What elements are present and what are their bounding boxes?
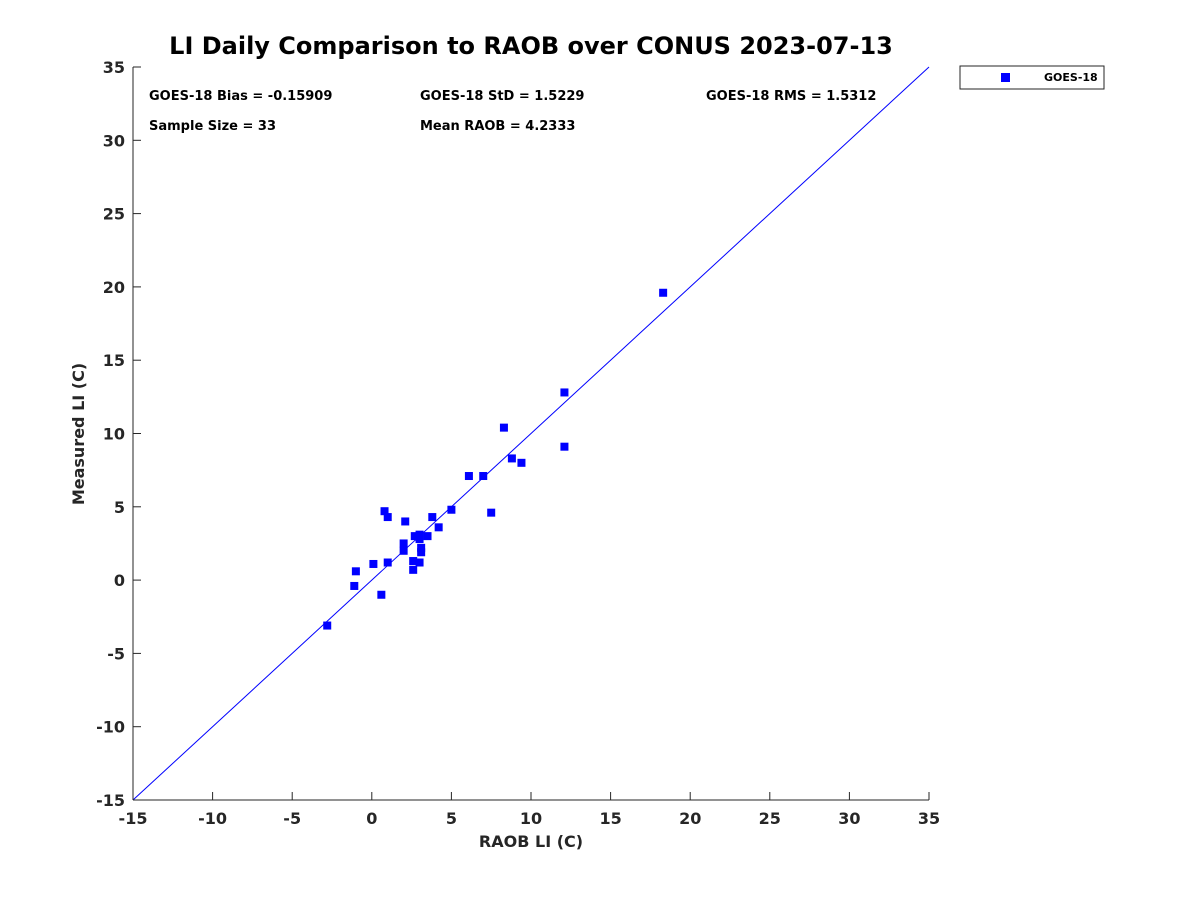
data-point bbox=[409, 565, 418, 574]
chart-title: LI Daily Comparison to RAOB over CONUS 2… bbox=[169, 32, 893, 60]
data-point bbox=[383, 513, 392, 522]
y-axis-title: Measured LI (C) bbox=[69, 363, 88, 505]
data-point bbox=[399, 539, 408, 548]
data-point bbox=[487, 508, 496, 517]
bias-annotation: GOES-18 Bias = -0.15909 bbox=[149, 89, 332, 104]
y-tick-label: 30 bbox=[103, 131, 125, 150]
y-ticks: -15 -10 -5 0 5 10 15 20 25 30 35 bbox=[96, 58, 141, 810]
data-point bbox=[507, 454, 516, 463]
x-tick-label: 5 bbox=[446, 809, 457, 828]
legend: GOES-18 bbox=[959, 65, 1105, 90]
y-tick-label: 20 bbox=[103, 278, 125, 297]
data-point bbox=[410, 532, 419, 541]
x-tick-label: 35 bbox=[918, 809, 940, 828]
x-tick-label: 20 bbox=[679, 809, 701, 828]
x-tick-label: -10 bbox=[198, 809, 227, 828]
x-ticks: -15 -10 -5 0 5 10 15 20 25 30 35 bbox=[119, 792, 940, 828]
data-point bbox=[409, 557, 418, 566]
data-point bbox=[423, 532, 432, 541]
data-point bbox=[350, 581, 359, 590]
y-tick-label: 5 bbox=[114, 498, 125, 517]
y-tick-label: 15 bbox=[103, 351, 125, 370]
x-tick-label: -5 bbox=[283, 809, 301, 828]
data-point bbox=[369, 559, 378, 568]
data-point bbox=[659, 288, 668, 297]
data-point bbox=[499, 423, 508, 432]
x-tick-label: 25 bbox=[759, 809, 781, 828]
data-point bbox=[380, 507, 389, 516]
data-point bbox=[399, 546, 408, 555]
x-tick-label: 10 bbox=[520, 809, 542, 828]
y-tick-label: 35 bbox=[103, 58, 125, 77]
data-point bbox=[351, 567, 360, 576]
one-to-one-line bbox=[132, 66, 930, 801]
y-tick-label: 10 bbox=[103, 425, 125, 444]
data-point bbox=[560, 442, 569, 451]
data-point bbox=[517, 458, 526, 467]
x-tick-label: 15 bbox=[599, 809, 621, 828]
data-point bbox=[479, 472, 488, 481]
data-points bbox=[323, 288, 668, 630]
data-point bbox=[415, 532, 424, 541]
data-point bbox=[415, 558, 424, 567]
y-tick-label: -15 bbox=[96, 791, 125, 810]
x-tick-label: -15 bbox=[119, 809, 148, 828]
data-point bbox=[323, 621, 332, 630]
x-tick-label: 0 bbox=[366, 809, 377, 828]
data-point bbox=[434, 523, 443, 532]
sample-size-annotation: Sample Size = 33 bbox=[149, 119, 276, 134]
legend-marker-square bbox=[1001, 73, 1010, 82]
y-tick-label: 0 bbox=[114, 571, 125, 590]
y-tick-label: -5 bbox=[107, 644, 125, 663]
data-point bbox=[417, 543, 426, 552]
legend-label: GOES-18 bbox=[1044, 71, 1098, 84]
data-point bbox=[417, 548, 426, 557]
data-point bbox=[383, 558, 392, 567]
mean-raob-annotation: Mean RAOB = 4.2333 bbox=[420, 119, 575, 134]
x-tick-label: 30 bbox=[838, 809, 860, 828]
data-point bbox=[377, 590, 386, 599]
legend-box bbox=[959, 65, 1105, 90]
data-point bbox=[464, 472, 473, 481]
y-tick-label: 25 bbox=[103, 205, 125, 224]
x-axis-title: RAOB LI (C) bbox=[479, 832, 583, 851]
rms-annotation: GOES-18 RMS = 1.5312 bbox=[706, 89, 876, 104]
data-point bbox=[428, 513, 437, 522]
data-point bbox=[447, 505, 456, 514]
data-point bbox=[401, 517, 410, 526]
std-annotation: GOES-18 StD = 1.5229 bbox=[420, 89, 584, 104]
plot-area: -15 -10 -5 0 5 10 15 20 25 30 35 -15 -10 -5 0 5 10 15 20 2… bbox=[96, 58, 940, 828]
data-point bbox=[560, 388, 569, 397]
y-tick-label: -10 bbox=[96, 718, 125, 737]
